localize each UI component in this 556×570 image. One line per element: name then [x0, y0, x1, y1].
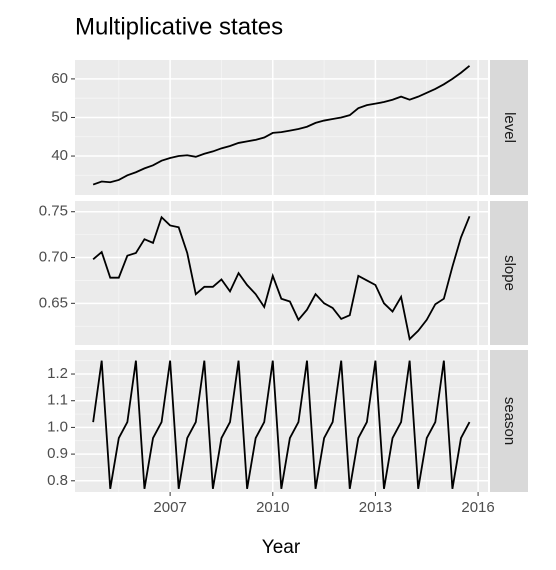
- line: [92, 215, 471, 341]
- x-tick-label: 2016: [461, 499, 494, 516]
- chart-title: Multiplicative states: [75, 13, 283, 40]
- strip-label: slope: [501, 255, 518, 291]
- y-tick-label: 0.75: [39, 203, 68, 220]
- y-tick-label: 0.65: [39, 294, 68, 311]
- y-tick-label: 0.8: [47, 472, 68, 489]
- x-axis-label: Year: [262, 537, 301, 558]
- strip-background: [490, 60, 528, 195]
- y-tick-label: 60: [51, 70, 68, 87]
- x-tick-label: 2013: [359, 499, 392, 516]
- line: [92, 65, 471, 186]
- x-tick-label: 2010: [256, 499, 289, 516]
- line: [92, 360, 471, 489]
- y-tick-label: 1.0: [47, 418, 68, 435]
- y-tick-label: 40: [51, 147, 68, 164]
- y-tick-label: 50: [51, 108, 68, 125]
- strip-background: [490, 350, 528, 492]
- y-tick-label: 1.2: [47, 365, 68, 382]
- strip-label: level: [501, 112, 518, 143]
- panel-background: [75, 60, 488, 195]
- x-tick-label: 2007: [153, 499, 186, 516]
- panel-background: [75, 201, 488, 345]
- y-tick-label: 0.70: [39, 248, 68, 265]
- y-tick-label: 1.1: [47, 392, 68, 409]
- strip-background: [490, 201, 528, 345]
- strip-label: season: [501, 397, 518, 445]
- y-tick-label: 0.9: [47, 445, 68, 462]
